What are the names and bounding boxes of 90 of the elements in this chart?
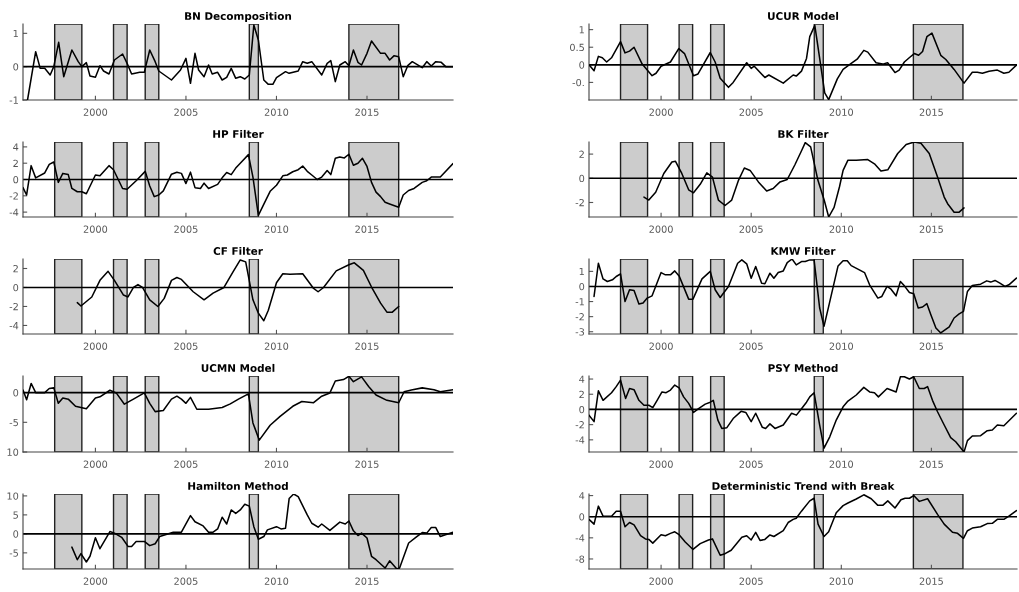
x-tick-label: 2005 <box>174 225 198 233</box>
y-tick-label: -4 <box>9 208 19 216</box>
y-tick-label: 0 <box>13 175 19 184</box>
x-tick-label: 2010 <box>264 342 289 350</box>
x-tick-label: 2015 <box>355 577 379 585</box>
y-tick-label: -2 <box>9 302 18 311</box>
y-tick-label: 0 <box>579 61 585 69</box>
y-tick-label: 2 <box>13 264 18 273</box>
chart-title: CF Filter <box>213 246 263 255</box>
x-tick-label: 2010 <box>264 460 289 468</box>
chart-title: UCUR Model <box>768 11 839 20</box>
y-tick-label: 0 <box>13 389 19 397</box>
x-tick-label: 2010 <box>829 342 854 350</box>
y-tick-label: -2 <box>575 421 584 429</box>
chart-title: UCMN Model <box>201 363 275 372</box>
x-tick-label: 2015 <box>355 342 379 350</box>
y-tick-label: 4 <box>579 492 585 500</box>
y-tick-label: -1 <box>575 298 584 306</box>
y-tick-label: 0 <box>579 174 585 183</box>
x-tick-label: 2000 <box>649 108 673 116</box>
y-tick-label: 0 <box>579 513 585 521</box>
x-tick-label: 2005 <box>174 342 198 350</box>
y-tick-label: -2 <box>575 198 584 207</box>
x-tick-label: 2005 <box>174 577 198 585</box>
chart-title: KMW Filter <box>771 246 836 255</box>
y-tick-label: -1 <box>9 96 18 104</box>
y-tick-label: 0.5 <box>570 43 584 52</box>
x-tick-label: 2010 <box>829 225 854 233</box>
chart-title: BK Filter <box>778 129 829 138</box>
chart-title: Deterministic Trend with Break <box>712 481 895 490</box>
x-tick-label: 2015 <box>919 108 943 116</box>
x-tick-label: 2015 <box>919 577 943 585</box>
y-tick-label: 1 <box>13 29 18 38</box>
y-tick-label: -2 <box>575 313 584 321</box>
x-tick-label: 2000 <box>83 342 108 350</box>
x-tick-label: 2000 <box>649 577 673 585</box>
x-tick-label: 2000 <box>649 342 673 350</box>
y-tick-label: -8 <box>575 555 585 563</box>
chart-title: PSY Method <box>768 363 838 372</box>
x-tick-label: 2015 <box>355 225 379 233</box>
x-tick-label: 2015 <box>919 342 943 350</box>
x-tick-label: 2000 <box>649 460 673 468</box>
y-tick-label: -0. <box>572 78 584 87</box>
x-tick-label: 2005 <box>174 108 198 116</box>
x-tick-label: 2015 <box>355 108 379 116</box>
y-tick-label: 2 <box>579 390 584 398</box>
x-tick-label: 2010 <box>829 577 854 585</box>
y-tick-label: -4 <box>575 436 585 444</box>
x-tick-label: 2000 <box>83 577 108 585</box>
x-tick-label: 2015 <box>355 460 379 468</box>
x-tick-label: 2000 <box>83 225 108 233</box>
x-tick-label: 2010 <box>264 577 289 585</box>
x-tick-label: 2015 <box>919 460 943 468</box>
x-tick-label: 2005 <box>174 460 198 468</box>
y-tick-label: -2 <box>9 192 18 200</box>
x-tick-label: 2015 <box>919 225 943 233</box>
x-tick-label: 2010 <box>264 108 289 116</box>
x-tick-label: 2005 <box>739 225 763 233</box>
y-tick-label: 4 <box>579 375 585 383</box>
y-tick-label: 0 <box>13 63 19 71</box>
y-tick-label: 2 <box>579 150 584 158</box>
y-tick-label: 5 <box>13 511 18 519</box>
x-tick-label: 2010 <box>829 108 854 116</box>
x-tick-label: 2005 <box>739 577 763 585</box>
x-tick-label: 2005 <box>739 460 763 468</box>
y-tick-label: 1 <box>579 26 584 34</box>
y-tick-label: 0 <box>13 283 19 292</box>
x-tick-label: 2000 <box>83 460 108 468</box>
x-tick-label: 2010 <box>829 460 854 468</box>
y-tick-label: 4 <box>13 143 19 151</box>
y-tick-label: -5 <box>9 549 18 557</box>
x-tick-label: 2000 <box>649 225 673 233</box>
y-tick-label: 10 <box>7 492 19 500</box>
y-tick-label: -5 <box>9 418 18 427</box>
x-tick-label: 2005 <box>739 342 763 350</box>
y-tick-label: -3 <box>575 328 585 336</box>
y-tick-label: -4 <box>575 534 585 542</box>
chart-title: BN Decomposition <box>185 11 292 22</box>
y-tick-label: 0 <box>579 282 585 291</box>
x-tick-label: 2000 <box>83 108 108 116</box>
y-tick-label: 0 <box>13 530 19 538</box>
y-tick-label: 10 <box>7 448 19 456</box>
y-tick-label: 2 <box>13 159 18 167</box>
x-tick-label: 2010 <box>264 225 289 233</box>
y-tick-label: -4 <box>9 322 19 330</box>
x-tick-label: 2005 <box>739 108 763 116</box>
chart-title: Hamilton Method <box>188 481 288 490</box>
y-tick-label: 0 <box>579 405 585 414</box>
y-tick-label: 1 <box>579 267 584 276</box>
chart-title: HP Filter <box>213 129 264 138</box>
